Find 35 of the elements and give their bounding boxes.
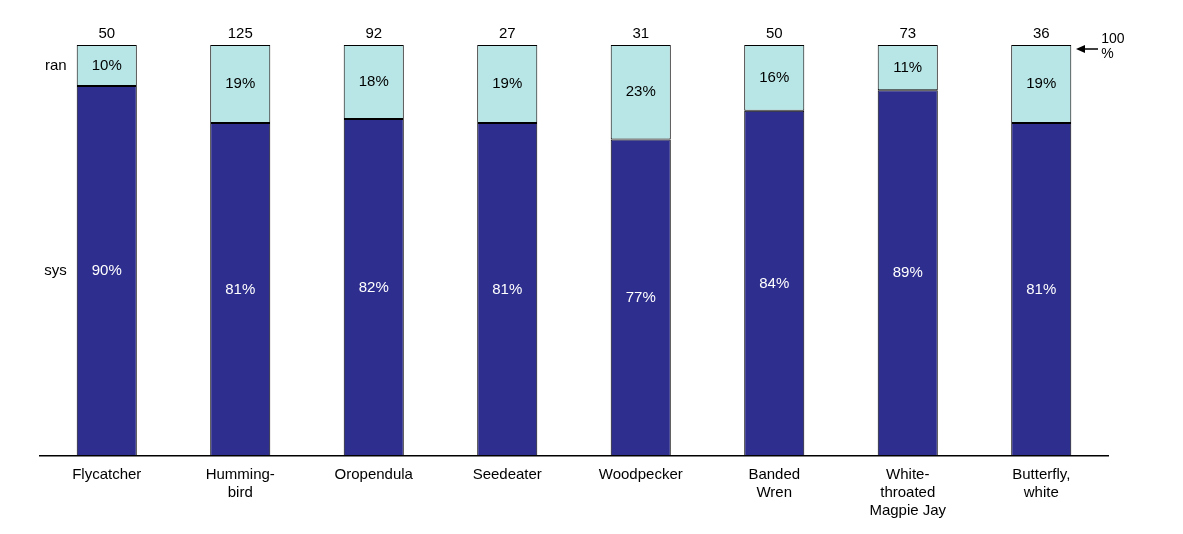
x-tick-label: Humming- bird [205, 465, 275, 501]
data-label: 18% [358, 72, 389, 90]
x-tick-label: Butterfly, white [1012, 465, 1071, 501]
x-tick-label: Banded Wren [748, 465, 801, 501]
data-label: 19% [225, 74, 256, 92]
data-label: 81% [492, 279, 523, 297]
series-label: ran [45, 55, 67, 73]
annotation: 125 [227, 23, 253, 41]
data-label: 77% [625, 287, 656, 305]
annotation: 50 [765, 23, 783, 41]
annotation: 92 [365, 23, 383, 41]
series-label: sys [44, 261, 67, 279]
annotation: 73 [899, 23, 917, 41]
data-label: 16% [759, 68, 790, 86]
data-label: 19% [1026, 74, 1057, 92]
annotation: 50 [98, 23, 116, 41]
annotation: 36 [1032, 23, 1050, 41]
data-label: 11% [893, 57, 923, 75]
annotation: 100 % [1101, 30, 1126, 61]
data-label: 89% [892, 263, 923, 281]
x-tick-label: Oropendula [334, 465, 414, 483]
data-label: 10% [91, 55, 122, 73]
annotation: 27 [498, 23, 516, 41]
data-label: 81% [1026, 279, 1057, 297]
x-tick-label: Seedeater [472, 465, 542, 483]
data-label: 19% [492, 74, 523, 92]
x-tick-label: Flycatcher [72, 465, 142, 483]
annotation: 31 [632, 23, 650, 41]
x-tick-label: White- throated Magpie Jay [869, 465, 947, 519]
data-label: 81% [225, 279, 256, 297]
data-label: 84% [759, 273, 790, 291]
data-label: 90% [91, 261, 122, 279]
data-label: 23% [625, 82, 656, 100]
data-label: 82% [358, 277, 389, 295]
x-tick-label: Woodpecker [598, 465, 683, 483]
